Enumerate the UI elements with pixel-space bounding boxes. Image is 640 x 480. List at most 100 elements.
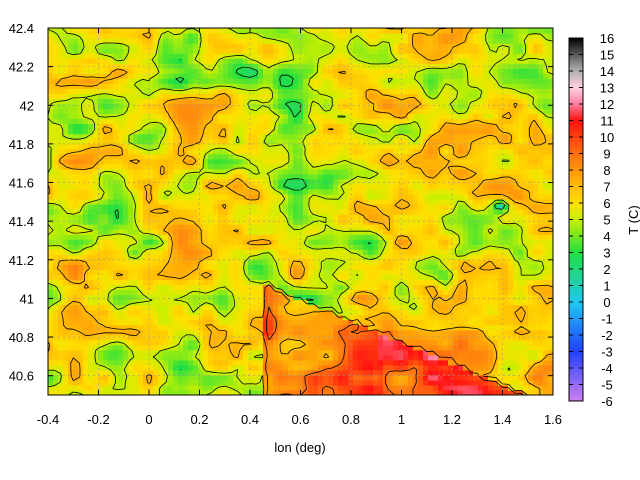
heatmap-cell [328,289,334,296]
heatmap-cell [108,214,114,220]
heatmap-cell [318,259,324,265]
heatmap-cell [523,208,529,215]
heatmap-cell [458,229,464,235]
heatmap-cell [518,284,524,291]
heatmap-cell [268,153,274,160]
heatmap-cell [138,279,144,285]
heatmap-cell [263,188,269,195]
heatmap-cell [183,254,189,260]
heatmap-cell [338,239,344,245]
heatmap-cell [418,168,424,175]
heatmap-cell [233,389,239,395]
heatmap-cell [473,389,479,395]
heatmap-cell [523,158,529,165]
heatmap-cell [173,178,179,185]
heatmap-cell [443,219,449,225]
heatmap-cell [298,319,304,326]
heatmap-cell [48,198,54,205]
heatmap-cell [458,173,464,180]
heatmap-cell [158,369,164,376]
heatmap-cell [333,319,339,326]
heatmap-cell [243,324,249,331]
heatmap-cell [323,183,329,190]
heatmap-cell [98,294,104,301]
heatmap-cell [368,193,374,200]
heatmap-cell [438,369,444,376]
heatmap-cell [288,239,294,245]
heatmap-cell [458,148,464,155]
heatmap-cell [433,289,439,296]
heatmap-cell [208,299,214,306]
heatmap-cell [273,163,279,170]
heatmap-cell [118,183,124,190]
heatmap-cell [533,254,539,260]
heatmap-cell [278,274,284,280]
heatmap-cell [368,178,374,185]
heatmap-cell [303,264,309,270]
heatmap-cell [503,329,509,336]
heatmap-cell [333,354,339,361]
heatmap-cell [333,339,339,346]
heatmap-cell [208,294,214,301]
heatmap-cell [183,244,189,250]
heatmap-cell [233,244,239,250]
heatmap-cell [308,374,314,381]
heatmap-cell [448,244,454,250]
heatmap-cell [298,324,304,331]
heatmap-cell [333,294,339,301]
heatmap-cell [108,324,114,331]
heatmap-cell [133,224,139,230]
heatmap-cell [58,304,64,311]
heatmap-cell [383,203,389,210]
heatmap-cell [68,349,74,356]
heatmap-cell [98,374,104,381]
heatmap-cell [328,249,334,255]
heatmap-cell [498,158,504,165]
heatmap-cell [353,168,359,175]
heatmap-cell [113,329,119,336]
heatmap-cell [108,369,114,376]
heatmap-cell [148,224,154,230]
heatmap-cell [123,188,129,195]
heatmap-cell [268,364,274,371]
heatmap-cell [538,304,544,311]
heatmap-cell [378,384,384,391]
heatmap-cell [88,158,94,165]
heatmap-cell [453,344,459,351]
heatmap-cell [228,259,234,265]
heatmap-cell [428,234,434,240]
heatmap-cell [273,389,279,395]
heatmap-cell [488,188,494,195]
heatmap-cell [463,234,469,240]
heatmap-cell [408,259,414,265]
heatmap-cell [338,203,344,210]
heatmap-cell [243,219,249,225]
heatmap-cell [78,143,84,150]
heatmap-cell [148,309,154,316]
heatmap-cell [363,309,369,316]
heatmap-cell [393,299,399,306]
heatmap-cell [253,198,259,205]
heatmap-cell [63,314,69,321]
heatmap-cell [538,349,544,356]
heatmap-cell [338,168,344,175]
heatmap-cell [383,344,389,351]
heatmap-cell [148,259,154,265]
heatmap-cell [338,309,344,316]
heatmap-cell [63,284,69,291]
heatmap-cell [518,354,524,361]
heatmap-cell [408,153,414,160]
heatmap-cell [268,234,274,240]
heatmap-cell [298,384,304,391]
heatmap-cell [53,274,59,280]
heatmap-cell [53,234,59,240]
heatmap-cell [298,203,304,210]
heatmap-cell [318,374,324,381]
heatmap-cell [403,344,409,351]
heatmap-cell [348,254,354,260]
heatmap-cell [138,153,144,160]
heatmap-cell [268,198,274,205]
heatmap-cell [523,193,529,200]
heatmap-cell [378,229,384,235]
heatmap-cell [463,354,469,361]
